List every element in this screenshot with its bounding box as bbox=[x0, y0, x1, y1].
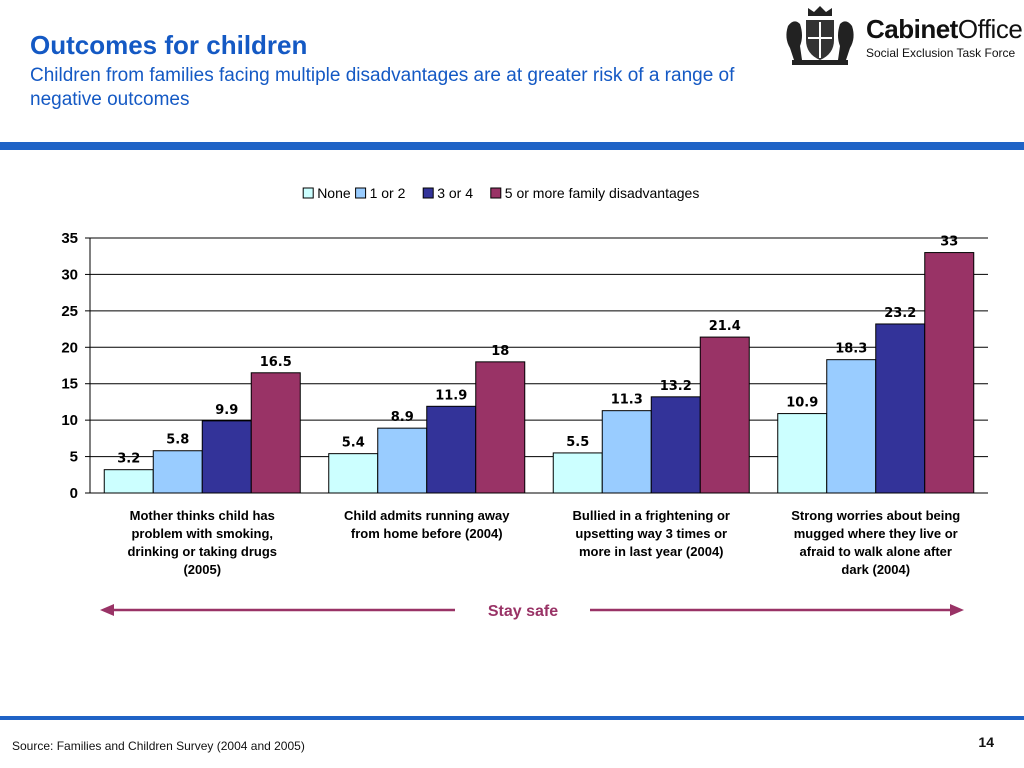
y-tick-label: 5 bbox=[70, 449, 78, 466]
data-label: 5.8 bbox=[166, 433, 189, 448]
cabinet-office-logo: CabinetOffice Social Exclusion Task Forc… bbox=[780, 2, 1024, 68]
legend-label: 3 or 4 bbox=[437, 185, 473, 201]
legend-label: 1 or 2 bbox=[370, 185, 406, 201]
bar bbox=[328, 453, 379, 494]
y-tick-label: 35 bbox=[61, 230, 78, 247]
data-label: 10.9 bbox=[786, 396, 818, 411]
legend-label: None bbox=[317, 185, 351, 201]
bar bbox=[924, 252, 975, 494]
bar bbox=[201, 420, 252, 494]
legend-label: 5 or more family disadvantages bbox=[505, 185, 700, 201]
x-category-label: Strong worries about being mugged where t… bbox=[791, 508, 960, 577]
bar bbox=[699, 336, 750, 494]
bar bbox=[475, 361, 526, 494]
legend-swatch bbox=[302, 187, 314, 199]
data-label: 23.2 bbox=[884, 306, 916, 321]
x-category-label: Mother thinks child has problem with smok… bbox=[127, 508, 277, 577]
source-note: Source: Families and Children Survey (20… bbox=[12, 739, 305, 753]
data-label: 33 bbox=[940, 235, 958, 250]
arrow-head-left-icon bbox=[100, 604, 114, 616]
data-label: 11.3 bbox=[611, 393, 643, 408]
footer-divider bbox=[0, 716, 1024, 720]
data-label: 5.4 bbox=[342, 436, 365, 451]
data-label: 5.5 bbox=[566, 435, 589, 450]
y-tick-label: 15 bbox=[61, 376, 78, 393]
legend-swatch bbox=[422, 187, 434, 199]
bar bbox=[777, 413, 828, 494]
x-category-label: Child admits running away from home befor… bbox=[344, 508, 510, 541]
data-label: 18 bbox=[491, 344, 509, 359]
data-label: 3.2 bbox=[117, 452, 140, 467]
bar bbox=[552, 452, 603, 494]
x-category-label: Bullied in a frightening or upsetting way… bbox=[573, 508, 730, 559]
bar bbox=[601, 410, 652, 494]
arrow-head-right-icon bbox=[950, 604, 964, 616]
royal-crest-icon bbox=[786, 6, 854, 65]
header-divider bbox=[0, 142, 1024, 150]
slide-title: Outcomes for children bbox=[30, 30, 308, 60]
bar bbox=[875, 323, 926, 494]
bar bbox=[377, 427, 428, 494]
data-label: 11.9 bbox=[435, 388, 467, 403]
data-label: 9.9 bbox=[215, 403, 238, 418]
y-tick-label: 20 bbox=[61, 339, 78, 356]
data-label: 13.2 bbox=[660, 379, 692, 394]
stay-safe-annotation: Stay safe bbox=[488, 603, 558, 620]
y-tick-label: 0 bbox=[70, 485, 78, 502]
page-number: 14 bbox=[978, 734, 994, 750]
bar bbox=[826, 359, 877, 494]
data-label: 8.9 bbox=[391, 410, 414, 425]
y-tick-label: 25 bbox=[61, 303, 78, 320]
legend-swatch bbox=[490, 187, 502, 199]
bar bbox=[152, 450, 203, 494]
bar bbox=[250, 372, 301, 494]
bar bbox=[426, 405, 477, 494]
y-tick-label: 10 bbox=[61, 412, 78, 429]
slide-subtitle: Children from families facing multiple d… bbox=[30, 65, 735, 110]
logo-wordmark: CabinetOffice bbox=[866, 14, 1023, 44]
legend-swatch bbox=[355, 187, 367, 199]
grouped-bar-chart: 0 5 10 15 20 25 30 35 3.2 5.4 5.5 10.9 5.8 8.9 11.3 18.… bbox=[61, 185, 988, 620]
bar bbox=[650, 396, 701, 494]
logo-tagline: Social Exclusion Task Force bbox=[866, 46, 1016, 60]
data-label: 18.3 bbox=[835, 342, 867, 357]
data-label: 21.4 bbox=[709, 319, 741, 334]
y-tick-label: 30 bbox=[61, 266, 78, 283]
data-label: 16.5 bbox=[260, 355, 292, 370]
bar bbox=[103, 469, 154, 494]
